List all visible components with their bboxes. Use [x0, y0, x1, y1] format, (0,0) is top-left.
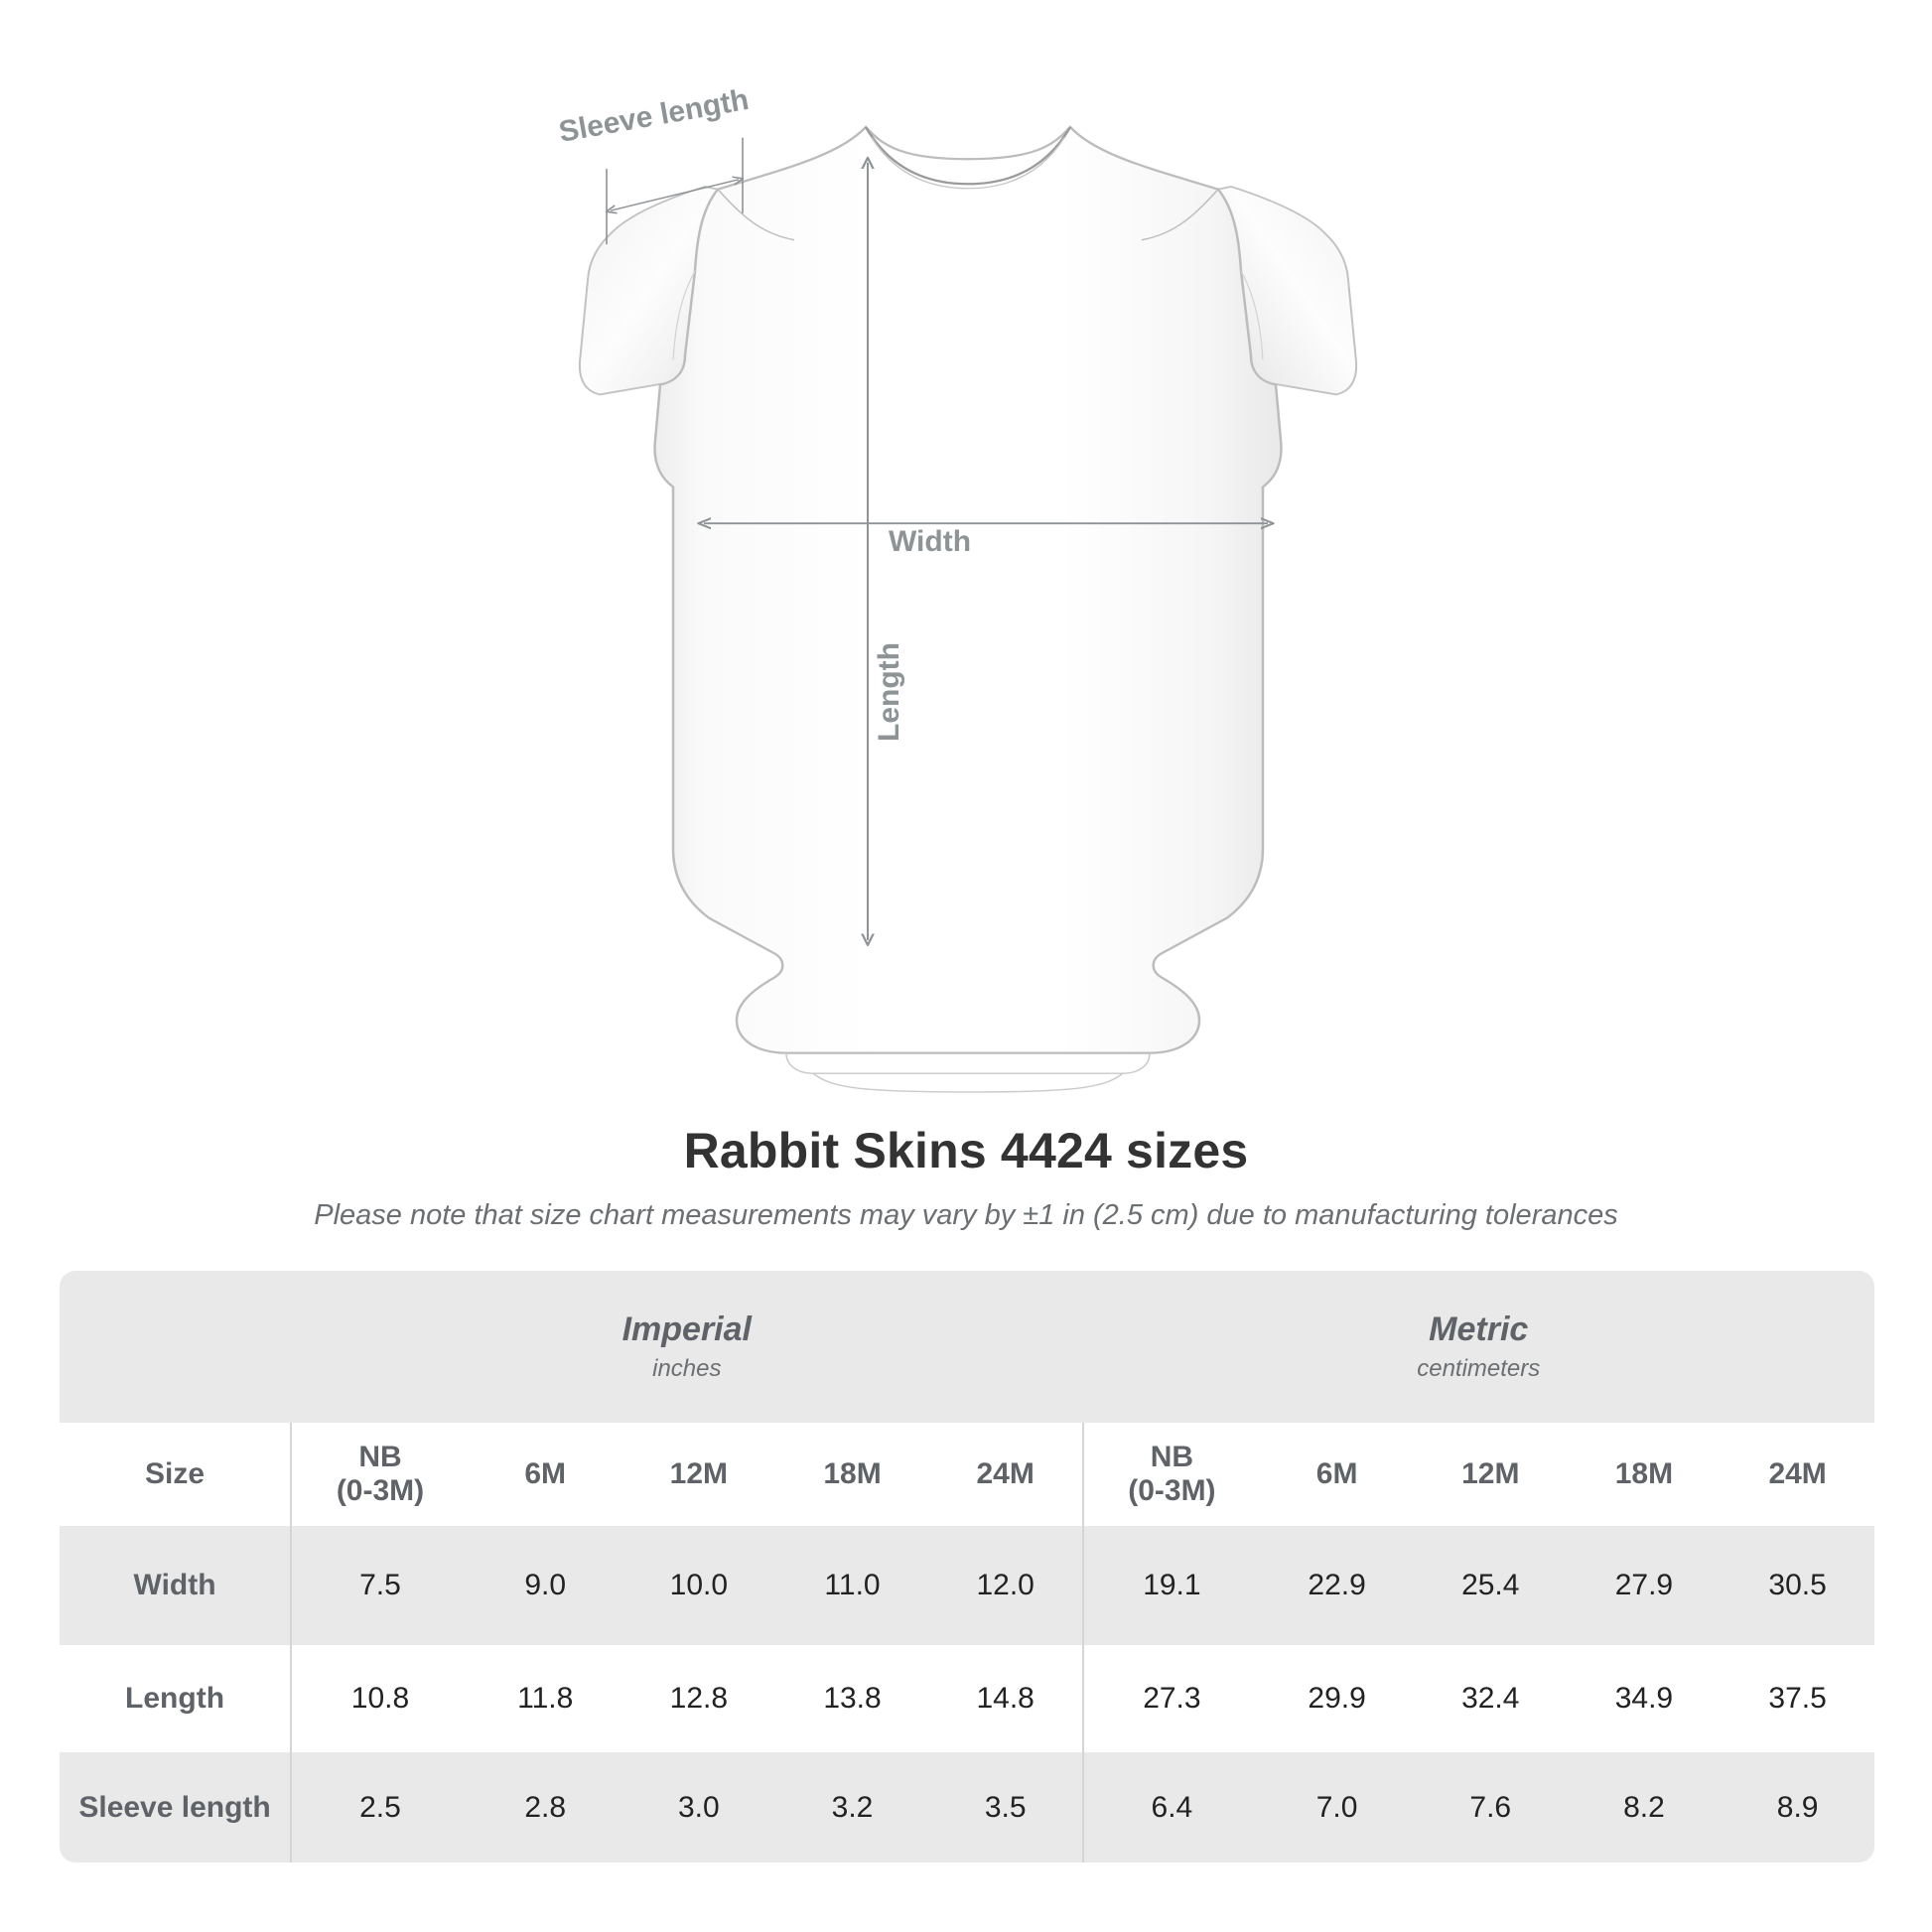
- svg-text:Length: Length: [873, 642, 905, 742]
- svg-text:Sleeve length: Sleeve length: [556, 83, 751, 149]
- svg-text:Width: Width: [889, 525, 971, 558]
